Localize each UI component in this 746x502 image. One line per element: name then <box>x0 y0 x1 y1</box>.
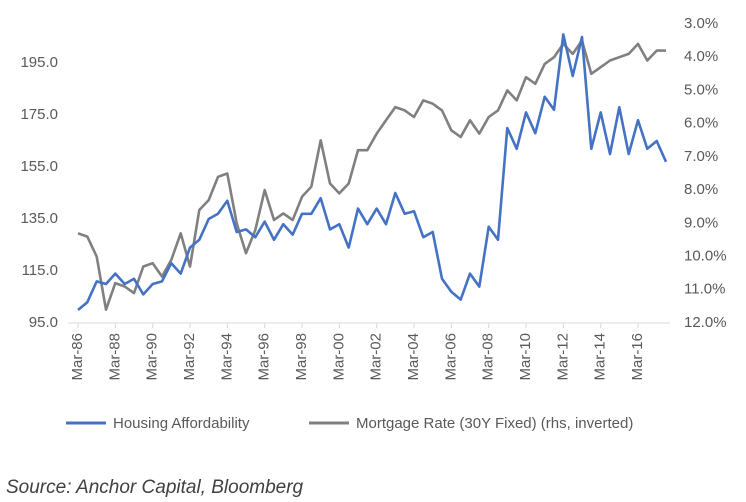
y-tick-label: 155.0 <box>20 158 58 175</box>
x-tick-label: Mar-96 <box>256 333 273 381</box>
y2-tick-label: 8.0% <box>684 181 718 198</box>
x-tick-label: Mar-06 <box>442 333 459 381</box>
y2-tick-label: 4.0% <box>684 48 718 65</box>
y-tick-label: 95.0 <box>29 314 58 331</box>
x-tick-label: Mar-00 <box>330 333 347 381</box>
y2-tick-label: 12.0% <box>684 314 727 331</box>
x-tick-label: Mar-94 <box>218 333 235 381</box>
legend-label: Housing Affordability <box>113 415 250 432</box>
series-line <box>77 33 668 311</box>
y-tick-label: 135.0 <box>20 210 58 227</box>
y2-tick-label: 7.0% <box>684 148 718 165</box>
y-tick-label: 115.0 <box>22 262 58 279</box>
y2-tick-label: 5.0% <box>684 81 718 98</box>
x-tick-label: Mar-88 <box>106 333 123 381</box>
y-tick-label: 175.0 <box>20 106 58 123</box>
y2-tick-label: 10.0% <box>684 248 727 265</box>
x-tick-label: Mar-86 <box>69 333 86 381</box>
y2-tick-label: 6.0% <box>684 115 718 132</box>
x-tick-label: Mar-02 <box>368 333 385 381</box>
x-tick-label: Mar-90 <box>144 333 161 381</box>
series-line <box>77 39 666 311</box>
source-note: Source: Anchor Capital, Bloomberg <box>6 477 304 498</box>
x-tick-label: Mar-12 <box>554 333 571 381</box>
x-tick-label: Mar-10 <box>517 333 534 381</box>
x-tick-label: Mar-16 <box>629 333 646 381</box>
y2-tick-label: 3.0% <box>684 15 718 32</box>
x-tick-label: Mar-08 <box>480 333 497 381</box>
legend-label: Mortgage Rate (30Y Fixed) (rhs, inverted… <box>356 415 633 432</box>
x-tick-label: Mar-04 <box>405 333 422 381</box>
y-tick-label: 195.0 <box>20 54 58 71</box>
y2-tick-label: 11.0% <box>684 281 725 298</box>
x-tick-label: Mar-14 <box>592 333 609 381</box>
x-tick-label: Mar-92 <box>181 333 198 381</box>
x-tick-label: Mar-98 <box>293 333 310 381</box>
y2-tick-label: 9.0% <box>684 214 718 231</box>
